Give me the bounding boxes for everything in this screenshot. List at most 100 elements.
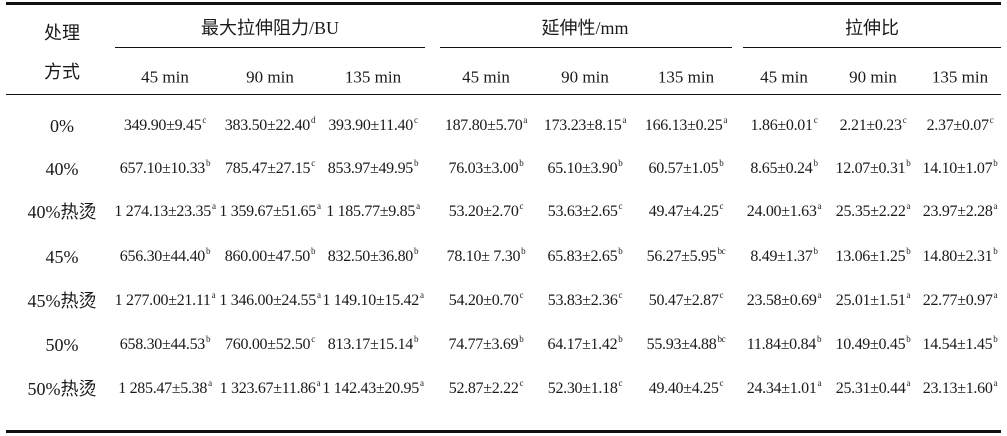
table-cell: 657.10±10.33b: [119, 159, 211, 177]
table-cell: 187.80±5.70a: [444, 116, 527, 134]
cell-value: 13.06±1.25: [835, 248, 906, 265]
cell-value: 50.47±2.87: [648, 292, 719, 309]
cell-value: 65.10±3.90: [547, 160, 618, 177]
row-label: 40%: [45, 159, 79, 179]
column-subheader: 135 min: [657, 67, 715, 87]
table-cell: 50.47±2.87c: [648, 290, 724, 309]
cell-value: 55.93±4.88: [646, 336, 717, 353]
column-subheader: 45 min: [462, 67, 510, 87]
significance-letter: bc: [717, 334, 726, 344]
cell-value: 53.20±2.70: [448, 203, 519, 220]
table-cell: 656.30±44.40b: [120, 247, 211, 265]
table-cell: 853.97±49.95b: [327, 158, 419, 177]
group-rule-ratio: [743, 47, 1001, 48]
cell-value: 785.47±27.15: [225, 160, 311, 177]
table-cell: 53.20±2.70c: [448, 202, 524, 220]
significance-letter: c: [719, 201, 724, 211]
cell-value: 14.54±1.45: [922, 336, 993, 353]
cell-value: 49.47±4.25: [648, 203, 719, 220]
significance-letter: a: [622, 115, 627, 125]
cell-value: 49.40±4.25: [648, 380, 719, 397]
significance-letter: d: [310, 115, 316, 125]
table-cell: 832.50±36.80b: [328, 247, 419, 265]
significance-letter: c: [719, 378, 724, 388]
table-cell: 56.27±5.95bc: [647, 247, 726, 265]
significance-letter: b: [906, 246, 911, 256]
cell-value: 78.10± 7.30: [446, 248, 521, 265]
significance-letter: a: [993, 201, 998, 211]
cell-value: 1 149.10±15.42: [322, 292, 419, 309]
cell-value: 25.31±0.44: [835, 380, 906, 397]
table-cell: 14.10±1.07b: [922, 158, 998, 177]
header-bottom-rule: [6, 94, 1001, 95]
cell-value: 60.57±1.05: [648, 160, 719, 177]
table-cell: 78.10± 7.30b: [446, 246, 526, 265]
cell-value: 24.34±1.01: [746, 380, 817, 397]
significance-letter: b: [521, 246, 526, 256]
row-label: 45%热烫: [27, 291, 97, 311]
row-label: 40%热烫: [27, 202, 97, 222]
table-cell: 1 346.00±24.55a: [219, 291, 321, 309]
significance-letter: b: [413, 334, 419, 344]
significance-letter: b: [618, 246, 623, 256]
cell-value: 187.80±5.70: [444, 117, 523, 134]
significance-letter: b: [519, 158, 524, 168]
table-cell: 22.77±0.97a: [923, 291, 998, 309]
significance-letter: c: [413, 115, 418, 125]
table-cell: 785.47±27.15c: [225, 159, 315, 177]
significance-letter: b: [993, 158, 998, 168]
significance-letter: a: [993, 378, 998, 388]
group-rule-resistance: [115, 47, 425, 48]
cell-value: 23.97±2.28: [922, 203, 993, 220]
table-cell: 13.06±1.25b: [835, 246, 911, 265]
cell-value: 10.49±0.45: [835, 336, 906, 353]
significance-letter: c: [719, 290, 724, 300]
table-cell: 383.50±22.40d: [224, 115, 316, 134]
cell-value: 14.80±2.31: [922, 248, 993, 265]
cell-value: 12.07±0.31: [835, 160, 906, 177]
significance-letter: b: [618, 334, 623, 344]
cell-value: 657.10±10.33: [119, 160, 205, 177]
table-cell: 8.65±0.24b: [750, 159, 818, 177]
table-cell: 55.93±4.88bc: [646, 334, 726, 353]
significance-letter: c: [813, 115, 818, 125]
column-subheader: 90 min: [561, 67, 609, 87]
cell-value: 14.10±1.07: [922, 160, 993, 177]
table-cell: 760.00±52.50c: [225, 335, 315, 353]
table-cell: 65.83±2.65b: [548, 246, 623, 265]
significance-letter: b: [413, 158, 419, 168]
table-cell: 25.01±1.51a: [835, 291, 911, 309]
significance-letter: a: [723, 115, 728, 125]
cell-value: 8.49±1.37: [750, 248, 813, 265]
treatment-header-line2: 方式: [44, 62, 80, 82]
table-cell: 658.30±44.53b: [120, 335, 211, 353]
significance-letter: a: [906, 201, 911, 211]
significance-letter: a: [416, 201, 420, 211]
column-subheader: 135 min: [931, 67, 989, 87]
cell-value: 383.50±22.40: [224, 117, 310, 134]
cell-value: 24.00±1.63: [746, 203, 817, 220]
significance-letter: c: [902, 115, 907, 125]
significance-letter: b: [817, 334, 822, 344]
table-cell: 53.63±2.65c: [548, 202, 623, 220]
significance-letter: a: [211, 201, 216, 211]
table-cell: 64.17±1.42b: [548, 334, 623, 353]
table-cell: 14.80±2.31b: [922, 246, 998, 265]
significance-letter: a: [316, 201, 321, 211]
cell-value: 8.65±0.24: [750, 160, 813, 177]
table-cell: 860.00±47.50b: [225, 247, 316, 265]
significance-letter: a: [817, 290, 822, 300]
table-cell: 65.10±3.90b: [547, 159, 623, 177]
cell-value: 393.90±11.40: [328, 117, 413, 134]
table-cell: 60.57±1.05b: [648, 159, 724, 177]
significance-letter: c: [202, 115, 207, 125]
table-cell: 813.17±15.14b: [328, 334, 419, 353]
cell-value: 25.01±1.51: [835, 292, 906, 309]
row-label: 50%: [45, 335, 79, 355]
cell-value: 54.20±0.70: [448, 292, 519, 309]
table-cell: 23.97±2.28a: [922, 201, 998, 220]
significance-letter: b: [993, 246, 998, 256]
cell-value: 853.97±49.95: [327, 160, 413, 177]
row-label: 0%: [50, 116, 74, 136]
significance-letter: a: [906, 378, 911, 388]
